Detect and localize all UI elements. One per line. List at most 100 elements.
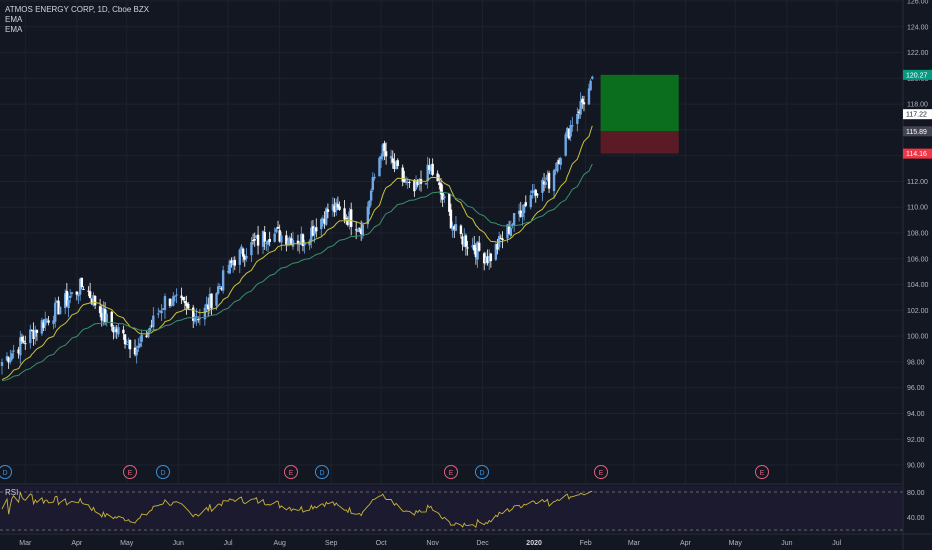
candle-body (78, 278, 82, 295)
candle-body (285, 235, 288, 245)
candle-body (215, 293, 218, 306)
candle-body (554, 169, 557, 171)
candle-body (507, 226, 511, 234)
candle-body (301, 234, 305, 247)
price-badge-label: 115.89 (906, 129, 927, 136)
candle-body (195, 316, 198, 318)
candle-body (7, 357, 10, 363)
profit-zone[interactable] (600, 74, 679, 132)
candle-body (206, 304, 210, 310)
candle-body (361, 224, 365, 237)
candle-body (55, 300, 59, 303)
candle-body (203, 307, 207, 320)
candle-body (587, 88, 591, 105)
candle-body (20, 336, 24, 341)
candle-body (29, 329, 32, 344)
candle-body (276, 226, 280, 229)
time-tick-label: Sep (325, 540, 338, 547)
earnings-event-marker[interactable]: E (444, 465, 458, 479)
candle-body (589, 80, 592, 91)
dividend-event-marker[interactable]: D (156, 465, 170, 479)
event-marker-circle (315, 465, 329, 479)
event-marker-circle (0, 465, 12, 479)
candle-body (384, 151, 388, 157)
price-tick-label: 90.00 (907, 463, 925, 470)
earnings-event-marker[interactable]: E (284, 465, 298, 479)
candle-body (413, 179, 416, 192)
candle-body (253, 239, 256, 241)
candle-body (268, 238, 271, 242)
dividend-event-marker[interactable]: D (315, 465, 329, 479)
time-scale[interactable]: Mar Apr May Jun Jul Aug Sep Oct Nov Dec 2020 Feb Mar… (19, 540, 841, 547)
candle-body (168, 298, 172, 306)
candle-body (484, 258, 488, 263)
loss-zone[interactable] (600, 131, 679, 154)
ema-slow-legend[interactable]: EMA (5, 25, 23, 34)
candle-body (110, 311, 113, 327)
dividend-event-marker[interactable]: D (475, 465, 489, 479)
candle-body (331, 203, 335, 211)
candle-body (556, 161, 559, 172)
candle-body (70, 292, 74, 294)
candle-body (536, 194, 539, 196)
candle-body (494, 244, 498, 260)
candle-body (394, 162, 398, 169)
candle-body (449, 209, 453, 229)
earnings-event-marker[interactable]: E (755, 465, 769, 479)
candle-body (379, 156, 383, 160)
price-tick-label: 118.00 (907, 102, 928, 109)
candle-body (542, 181, 546, 185)
candle-body (68, 295, 72, 299)
candle-body (113, 327, 117, 332)
candle-body (170, 304, 173, 306)
candle-body (32, 330, 35, 339)
candle-body (343, 208, 346, 220)
ema-fast-legend[interactable]: EMA (5, 15, 23, 24)
candle-body (125, 343, 128, 345)
event-marker-letter: D (319, 470, 324, 477)
candle-body (311, 226, 315, 236)
candle-body (10, 353, 14, 360)
candle-body (416, 180, 419, 185)
candle-body (359, 229, 363, 235)
symbol-title[interactable]: ATMOS ENERGY CORP, 1D, Cboe BZX (5, 5, 150, 14)
candle-body (256, 234, 260, 246)
candle-body (546, 174, 549, 181)
candle-body (483, 253, 486, 264)
candle-body (466, 247, 469, 249)
candle-body (103, 309, 107, 323)
earnings-event-marker[interactable]: E (123, 465, 137, 479)
candle-body (529, 195, 532, 208)
long-position-tool[interactable] (600, 74, 679, 154)
candle-body (185, 302, 188, 306)
price-tick-label: 102.00 (907, 308, 929, 315)
time-tick-label: Jul (224, 540, 233, 547)
earnings-event-marker[interactable]: E (594, 465, 608, 479)
candle-body (547, 172, 551, 189)
dividend-event-marker[interactable]: D (0, 465, 12, 479)
candle-body (471, 245, 474, 248)
candle-body (300, 233, 303, 245)
candle-body (486, 256, 489, 264)
candle-body (221, 270, 225, 291)
candle-body (366, 206, 370, 225)
candle-body (105, 313, 108, 323)
candle-body (489, 253, 493, 262)
candle-body (564, 134, 567, 156)
candle-body (65, 290, 69, 306)
rsi-line (1, 490, 593, 529)
candle-body (567, 128, 571, 139)
candle-body (431, 163, 434, 175)
candle-body (404, 181, 408, 183)
candle-body (243, 255, 246, 260)
candle-body (44, 318, 47, 326)
candle-body (418, 179, 421, 184)
candle-body (266, 240, 270, 245)
candle-body (534, 189, 537, 196)
candle-body (123, 334, 127, 345)
candle-body (315, 227, 318, 232)
candle-body (369, 190, 373, 201)
candle-body (180, 295, 183, 299)
